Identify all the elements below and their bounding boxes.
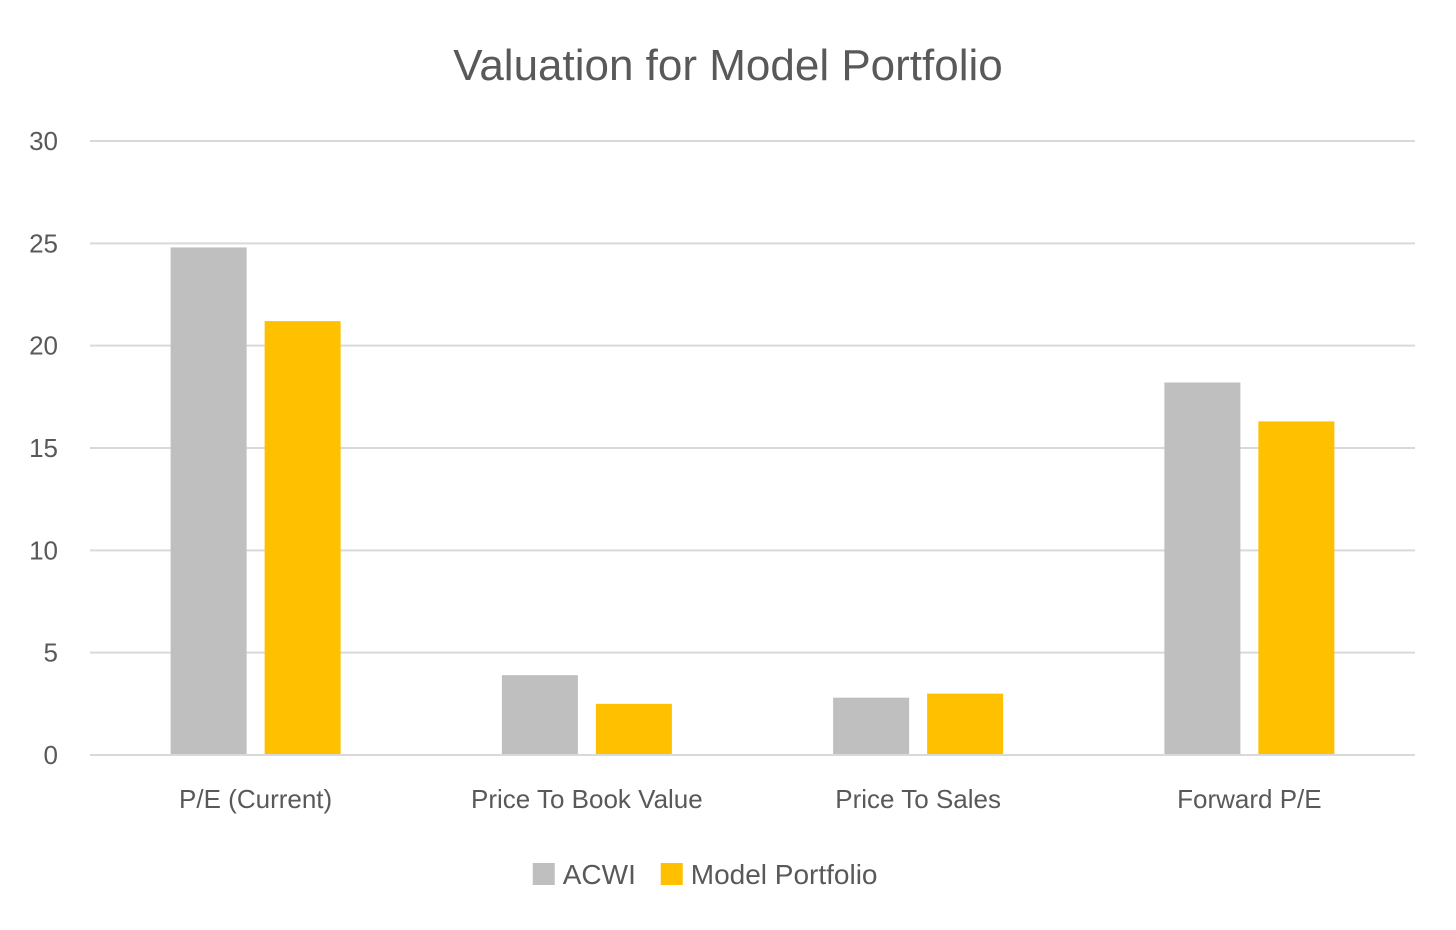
x-tick-label: Price To Sales: [835, 784, 1001, 814]
bar-acwi: [501, 675, 578, 755]
y-axis: 0 5 10 15 20 25 30: [29, 126, 58, 770]
bar-acwi: [170, 247, 247, 755]
bar-model-portfolio: [264, 321, 341, 755]
x-tick-label: P/E (Current): [179, 784, 332, 814]
bar-model-portfolio: [1258, 421, 1335, 755]
bars: [170, 247, 1335, 755]
y-tick-label: 10: [29, 535, 58, 565]
legend-label: Model Portfolio: [691, 859, 878, 890]
legend-swatch: [532, 863, 555, 885]
chart-title: Valuation for Model Portfolio: [453, 41, 1002, 90]
y-tick-label: 20: [29, 331, 58, 361]
y-tick-label: 30: [29, 126, 58, 156]
y-tick-label: 25: [29, 228, 58, 258]
x-tick-label: Price To Book Value: [471, 784, 703, 814]
bar-model-portfolio: [595, 703, 672, 755]
bar-acwi: [1164, 382, 1241, 755]
legend-label: ACWI: [563, 859, 636, 890]
bar-acwi: [833, 697, 910, 755]
legend: ACWI Model Portfolio: [532, 859, 878, 890]
y-tick-label: 0: [44, 740, 58, 770]
y-tick-label: 5: [44, 638, 58, 668]
legend-swatch: [660, 863, 683, 885]
x-tick-label: Forward P/E: [1177, 784, 1322, 814]
x-axis: P/E (Current) Price To Book Value Price To…: [90, 754, 1415, 814]
bar-model-portfolio: [927, 693, 1004, 755]
y-tick-label: 15: [29, 433, 58, 463]
